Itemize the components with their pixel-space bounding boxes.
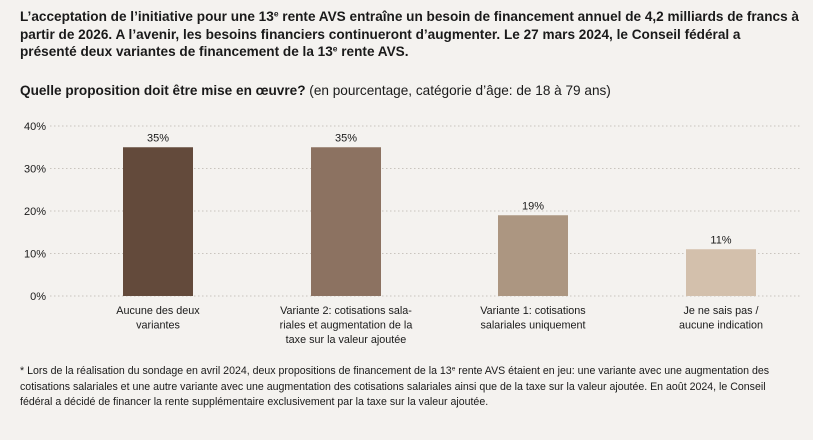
bar	[686, 249, 756, 296]
footnote-sup: e	[451, 365, 456, 373]
footnote-part1: * Lors de la réalisation du sondage en a…	[20, 365, 452, 377]
bar	[311, 147, 381, 296]
category-label: taxe sur la valeur ajoutée	[286, 334, 407, 346]
data-label: 35%	[335, 132, 357, 144]
intro-text-part2: rente AVS entraîne un besoin de financem…	[20, 9, 799, 59]
chart-question: Quelle proposition doit être mise en œuv…	[20, 82, 800, 99]
category-label: salariales uniquement	[480, 320, 585, 332]
category-label: Variante 2: cotisations sala-	[280, 305, 412, 317]
intro-text-part3: rente AVS.	[337, 44, 409, 59]
intro-text: L’acceptation de l’initiative pour une 1…	[20, 8, 800, 61]
data-label: 35%	[147, 132, 169, 144]
y-tick-label: 10%	[24, 249, 46, 261]
category-label: Je ne sais pas /	[683, 305, 758, 317]
footnote: * Lors de la réalisation du sondage en a…	[20, 364, 800, 411]
footnote-part2: rente AVS étaient en jeu: une variante a…	[20, 365, 770, 408]
y-tick-label: 0%	[30, 291, 46, 303]
bar	[123, 147, 193, 296]
data-label: 19%	[522, 200, 544, 212]
category-label: Variante 1: cotisations	[480, 305, 586, 317]
category-label: aucune indication	[679, 320, 763, 332]
data-label: 11%	[710, 234, 731, 246]
category-label: variantes	[136, 320, 180, 332]
category-label: Aucune des deux	[116, 305, 200, 317]
bar	[498, 215, 568, 296]
y-tick-label: 20%	[24, 206, 46, 218]
bar-chart: 0% 10% 20% 30% 40% 35% Aucune des deux variante…	[24, 121, 800, 346]
y-tick-label: 30%	[24, 164, 46, 176]
intro-sup-2: e	[332, 43, 338, 54]
category-label: riales et augmentation de la	[280, 320, 413, 332]
intro-sup-1: e	[273, 8, 279, 19]
y-tick-label: 40%	[24, 121, 46, 133]
question-normal: (en pourcentage, catégorie d’âge: de 18 …	[305, 83, 611, 98]
intro-text-part1: L’acceptation de l’initiative pour une 1…	[20, 9, 274, 24]
question-bold: Quelle proposition doit être mise en œuv…	[20, 83, 306, 98]
